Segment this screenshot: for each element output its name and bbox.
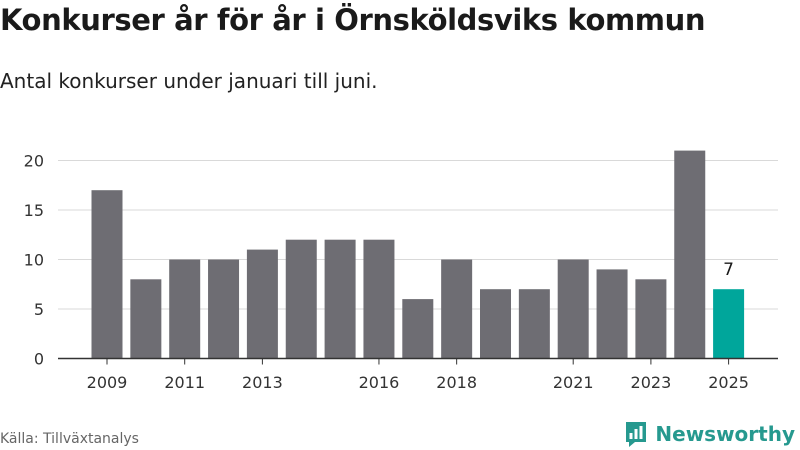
bar-2010 xyxy=(130,279,162,359)
chart-title: Konkurser år för år i Örnsköldsviks komm… xyxy=(0,3,706,37)
bar-2023 xyxy=(635,279,667,359)
x-tick-label: 2011 xyxy=(164,373,205,392)
bar-2021 xyxy=(557,259,589,359)
x-tick-label: 2016 xyxy=(359,373,400,392)
brand-logo[interactable]: Newsworthy xyxy=(624,420,795,448)
y-tick-label: 0 xyxy=(34,350,44,369)
y-tick-label: 5 xyxy=(34,300,44,319)
bar-2015 xyxy=(324,239,356,359)
bar-2025 xyxy=(713,289,745,359)
x-tick-label: 2025 xyxy=(708,373,749,392)
bar-2019 xyxy=(480,289,511,359)
data-label: 7 xyxy=(723,260,734,280)
bar-2009 xyxy=(91,190,123,359)
source-note: Källa: Tillväxtanalys xyxy=(0,431,139,447)
x-tick-label: 2021 xyxy=(553,373,594,392)
brand-name: Newsworthy xyxy=(655,422,795,446)
bar-2018 xyxy=(441,259,473,359)
bar-2011 xyxy=(169,259,201,359)
y-tick-label: 15 xyxy=(24,201,44,220)
chart-subtitle: Antal konkurser under januari till juni. xyxy=(0,69,378,93)
x-tick-label: 2018 xyxy=(436,373,477,392)
y-tick-label: 20 xyxy=(24,152,44,171)
bar-2022 xyxy=(596,269,628,359)
x-tick-label: 2009 xyxy=(87,373,128,392)
bar-2020 xyxy=(518,289,550,359)
bar-2013 xyxy=(246,249,278,359)
bar-2016 xyxy=(363,239,395,359)
bar-2024 xyxy=(674,150,706,359)
bar-2012 xyxy=(208,259,240,359)
x-tick-label: 2013 xyxy=(242,373,283,392)
newsworthy-chart-icon xyxy=(626,422,647,447)
bar-2017 xyxy=(402,299,434,359)
y-tick-label: 10 xyxy=(24,251,44,270)
x-tick-label: 2023 xyxy=(631,373,672,392)
bar-2014 xyxy=(285,239,317,359)
